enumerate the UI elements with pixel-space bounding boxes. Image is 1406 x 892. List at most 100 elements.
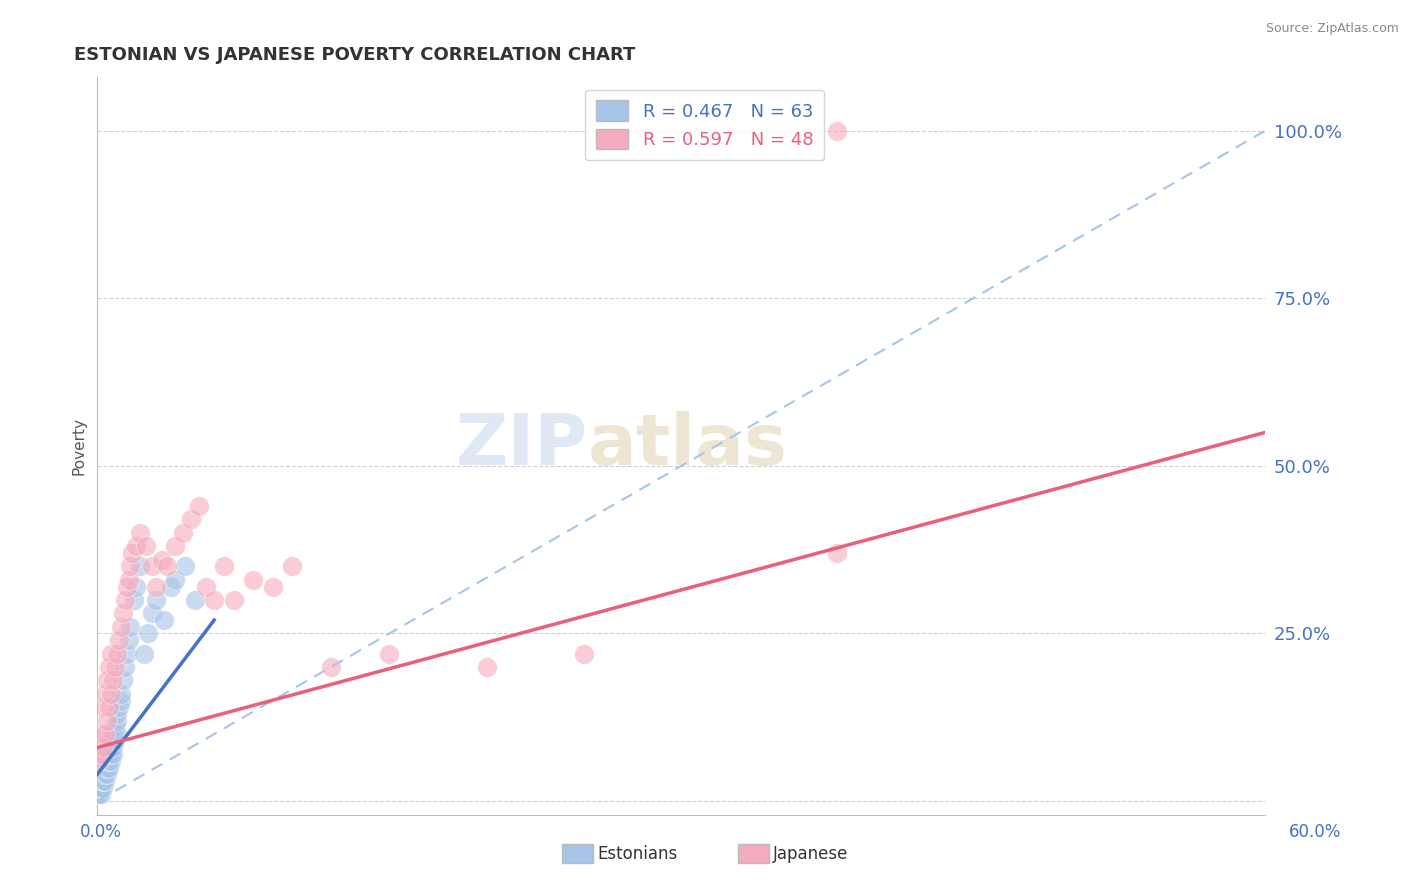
Point bbox=[90, 780, 112, 795]
Y-axis label: Poverty: Poverty bbox=[72, 417, 86, 475]
Point bbox=[165, 573, 187, 587]
Point bbox=[91, 767, 114, 781]
Point bbox=[378, 647, 401, 661]
Point bbox=[129, 559, 152, 574]
Legend: R = 0.467   N = 63, R = 0.597   N = 48: R = 0.467 N = 63, R = 0.597 N = 48 bbox=[585, 89, 824, 161]
Point bbox=[183, 593, 205, 607]
Point bbox=[202, 593, 225, 607]
Point bbox=[91, 740, 114, 755]
Text: ZIP: ZIP bbox=[456, 411, 588, 480]
Point bbox=[94, 727, 117, 741]
Point bbox=[319, 660, 342, 674]
Point bbox=[91, 774, 114, 789]
Point bbox=[96, 761, 118, 775]
Point bbox=[96, 714, 118, 728]
Point bbox=[212, 559, 235, 574]
Text: Source: ZipAtlas.com: Source: ZipAtlas.com bbox=[1265, 22, 1399, 36]
Point bbox=[135, 539, 157, 553]
Point bbox=[98, 754, 121, 768]
Text: Estonians: Estonians bbox=[598, 845, 678, 863]
Text: Japanese: Japanese bbox=[773, 845, 849, 863]
Point bbox=[89, 780, 111, 795]
Point bbox=[100, 687, 122, 701]
Point bbox=[100, 754, 122, 768]
Point bbox=[89, 788, 111, 802]
Point bbox=[111, 673, 134, 688]
Point bbox=[242, 573, 264, 587]
Point bbox=[141, 607, 163, 621]
Point bbox=[98, 761, 121, 775]
Point bbox=[187, 499, 209, 513]
Point bbox=[120, 559, 142, 574]
Text: ESTONIAN VS JAPANESE POVERTY CORRELATION CHART: ESTONIAN VS JAPANESE POVERTY CORRELATION… bbox=[75, 46, 636, 64]
Point bbox=[96, 754, 118, 768]
Point bbox=[572, 647, 595, 661]
Point bbox=[145, 580, 167, 594]
Point bbox=[101, 740, 124, 755]
Point bbox=[125, 539, 148, 553]
Point bbox=[114, 593, 136, 607]
Point bbox=[101, 673, 124, 688]
Point bbox=[222, 593, 245, 607]
Point bbox=[98, 700, 121, 714]
Point bbox=[98, 740, 121, 755]
Point bbox=[94, 754, 117, 768]
Point bbox=[89, 774, 111, 789]
Point bbox=[90, 727, 112, 741]
Point bbox=[114, 660, 136, 674]
Point bbox=[105, 706, 128, 721]
Point bbox=[89, 754, 111, 768]
Point bbox=[152, 613, 174, 627]
Point bbox=[90, 747, 112, 762]
Point bbox=[150, 552, 173, 566]
Point bbox=[165, 539, 187, 553]
Point bbox=[281, 559, 304, 574]
Text: 60.0%: 60.0% bbox=[1288, 822, 1341, 840]
Point bbox=[98, 660, 121, 674]
Point bbox=[91, 747, 114, 762]
Point bbox=[90, 767, 112, 781]
Point bbox=[129, 525, 152, 540]
Point bbox=[825, 123, 848, 137]
Point bbox=[101, 747, 124, 762]
Point bbox=[107, 633, 129, 648]
Point bbox=[136, 626, 159, 640]
Point bbox=[94, 687, 117, 701]
Point bbox=[94, 774, 117, 789]
Point bbox=[141, 559, 163, 574]
Point bbox=[104, 660, 127, 674]
Point bbox=[105, 714, 128, 728]
Point bbox=[825, 546, 848, 560]
Point bbox=[132, 647, 155, 661]
Point bbox=[475, 660, 498, 674]
Point bbox=[110, 687, 132, 701]
Point bbox=[96, 673, 118, 688]
Point bbox=[104, 720, 127, 734]
Point bbox=[105, 647, 128, 661]
Point bbox=[91, 780, 114, 795]
Point bbox=[105, 727, 128, 741]
Point bbox=[96, 767, 118, 781]
Point bbox=[115, 580, 138, 594]
Point bbox=[89, 788, 111, 802]
Point bbox=[117, 573, 139, 587]
Text: atlas: atlas bbox=[588, 411, 787, 480]
Point bbox=[115, 647, 138, 661]
Point bbox=[120, 620, 142, 634]
Point bbox=[96, 747, 118, 762]
Point bbox=[156, 559, 179, 574]
Point bbox=[104, 733, 127, 747]
Point bbox=[91, 774, 114, 789]
Point bbox=[91, 700, 114, 714]
Point bbox=[124, 593, 146, 607]
Point bbox=[94, 747, 117, 762]
Point bbox=[262, 580, 284, 594]
Point bbox=[172, 525, 194, 540]
Point bbox=[90, 761, 112, 775]
Text: 0.0%: 0.0% bbox=[80, 822, 122, 840]
Point bbox=[89, 780, 111, 795]
Point bbox=[110, 620, 132, 634]
Point bbox=[110, 693, 132, 707]
Point bbox=[145, 593, 167, 607]
Point bbox=[94, 767, 117, 781]
